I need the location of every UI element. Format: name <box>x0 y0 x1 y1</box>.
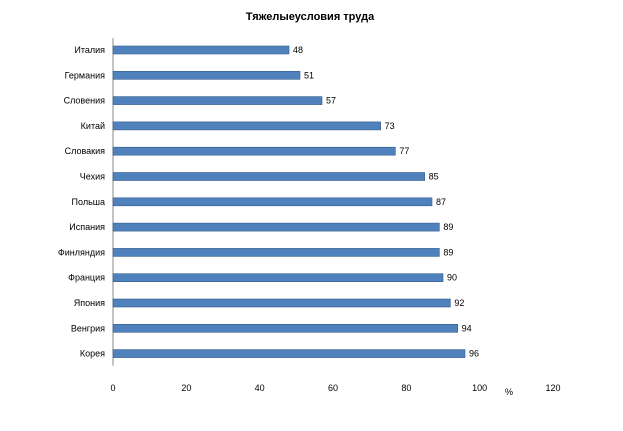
bars <box>112 45 466 358</box>
x-unit-label: % <box>505 387 513 397</box>
data-label: 51 <box>304 70 314 80</box>
x-tick-label: 80 <box>401 383 411 393</box>
category-labels: Италия Германия Словения Китай Словакия Чехия… <box>58 45 105 359</box>
x-tick-label: 60 <box>328 383 338 393</box>
data-label: 57 <box>326 96 336 106</box>
x-tick-labels: 0 20 40 60 80 100 120 <box>110 383 560 393</box>
data-label: 85 <box>429 172 439 182</box>
category-label: Германия <box>65 70 105 80</box>
bar <box>112 349 466 358</box>
bar <box>112 273 444 283</box>
bar <box>112 323 458 333</box>
bar <box>112 197 433 207</box>
bar <box>112 222 440 232</box>
category-label: Япония <box>74 298 105 308</box>
data-label: 87 <box>436 197 446 207</box>
x-tick-label: 0 <box>110 383 115 393</box>
category-label: Финляндия <box>58 247 105 257</box>
data-label: 96 <box>469 349 479 359</box>
value-labels: 48 51 57 73 77 85 87 89 89 90 92 94 96 <box>293 45 479 359</box>
data-label: 90 <box>447 273 457 283</box>
data-label: 94 <box>462 323 472 333</box>
bar <box>112 121 381 131</box>
category-label: Словакия <box>65 146 106 156</box>
bar <box>112 96 323 105</box>
x-tick-label: 20 <box>181 383 191 393</box>
bar <box>112 298 451 308</box>
category-label: Франция <box>68 273 105 283</box>
bar <box>112 71 301 80</box>
category-label: Словения <box>64 96 106 106</box>
x-tick-label: 100 <box>472 383 487 393</box>
bar <box>112 248 440 257</box>
plot-area: Италия Германия Словения Китай Словакия Чехия… <box>58 38 561 393</box>
data-label: 77 <box>399 146 409 156</box>
bar <box>112 45 290 55</box>
data-label: 89 <box>443 222 453 232</box>
data-label: 92 <box>454 298 464 308</box>
data-label: 89 <box>443 247 453 257</box>
chart-title: Тяжелыеусловия труда <box>246 11 375 23</box>
category-label: Испания <box>69 222 105 232</box>
data-label: 48 <box>293 45 303 55</box>
category-label: Польша <box>72 197 105 207</box>
x-tick-label: 120 <box>545 383 560 393</box>
category-label: Венгрия <box>71 323 105 333</box>
bar <box>112 146 396 156</box>
category-label: Италия <box>74 45 105 55</box>
category-label: Чехия <box>80 172 105 182</box>
category-label: Корея <box>80 349 105 359</box>
bar <box>112 172 425 181</box>
data-label: 73 <box>385 121 395 131</box>
x-tick-label: 40 <box>255 383 265 393</box>
category-label: Китай <box>81 121 105 131</box>
